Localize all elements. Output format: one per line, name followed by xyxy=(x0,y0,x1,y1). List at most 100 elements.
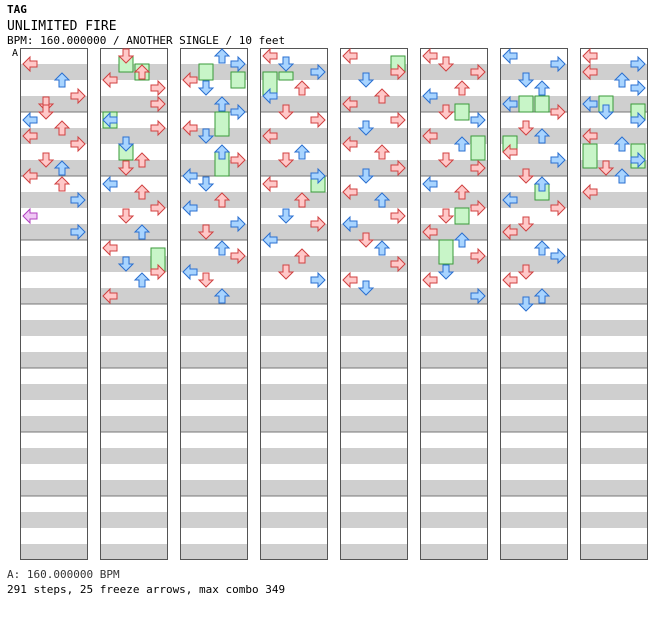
beat-stripe xyxy=(260,192,328,208)
chart-meta: BPM: 160.000000 / ANOTHER SINGLE / 10 fe… xyxy=(7,34,286,47)
beat-stripe xyxy=(500,256,568,272)
step-arrow-right xyxy=(550,103,566,121)
step-arrow-down xyxy=(197,80,215,96)
beat-stripe xyxy=(180,512,248,528)
beat-stripe xyxy=(100,96,168,112)
step-arrow-down xyxy=(517,296,535,312)
step-arrow-left xyxy=(102,111,118,129)
step-arrow-down xyxy=(357,280,375,296)
step-arrow-right xyxy=(230,103,246,121)
beat-stripe xyxy=(500,96,568,112)
step-arrow-left xyxy=(262,127,278,145)
beat-stripe xyxy=(500,480,568,496)
step-arrow-up xyxy=(213,144,231,160)
freeze-arrow xyxy=(278,71,294,81)
beat-stripe xyxy=(20,352,88,368)
step-arrow-down xyxy=(197,176,215,192)
freeze-arrow xyxy=(198,63,214,81)
beat-stripe xyxy=(100,128,168,144)
step-arrow-left xyxy=(582,183,598,201)
step-arrow-up xyxy=(373,192,391,208)
freeze-arrow xyxy=(438,239,454,265)
step-arrow-down xyxy=(277,264,295,280)
beat-stripe xyxy=(500,192,568,208)
step-arrow-left xyxy=(182,71,198,89)
step-arrow-left xyxy=(582,47,598,65)
step-arrow-right xyxy=(470,63,486,81)
step-arrow-down xyxy=(517,72,535,88)
beat-stripe xyxy=(20,448,88,464)
step-arrow-up xyxy=(133,64,151,80)
step-arrow-up xyxy=(213,288,231,304)
step-arrow-right xyxy=(390,63,406,81)
beat-stripe xyxy=(180,288,248,304)
step-arrow-down xyxy=(357,120,375,136)
column-border xyxy=(180,48,248,560)
step-arrow-right xyxy=(70,223,86,241)
beat-stripe xyxy=(260,480,328,496)
step-arrow-up xyxy=(453,80,471,96)
step-arrow-down xyxy=(117,48,135,64)
step-arrow-right xyxy=(390,207,406,225)
step-arrow-down xyxy=(277,56,295,72)
step-arrow-down xyxy=(517,120,535,136)
step-arrow-up xyxy=(133,224,151,240)
step-arrow-right xyxy=(230,215,246,233)
step-arrow-right xyxy=(550,199,566,217)
step-arrow-down xyxy=(357,168,375,184)
beat-stripe xyxy=(20,160,88,176)
column-border xyxy=(340,48,408,560)
step-arrow-left xyxy=(422,271,438,289)
beat-stripe xyxy=(20,256,88,272)
beat-stripe xyxy=(420,256,488,272)
step-arrow-left xyxy=(582,63,598,81)
step-arrow-right xyxy=(550,55,566,73)
beat-stripe xyxy=(500,352,568,368)
step-arrow-left xyxy=(182,167,198,185)
beat-stripe xyxy=(20,64,88,80)
beat-stripe xyxy=(180,320,248,336)
step-arrow-left xyxy=(342,95,358,113)
beat-stripe xyxy=(420,192,488,208)
beat-stripe xyxy=(340,544,408,560)
beat-stripe xyxy=(20,384,88,400)
beat-stripe xyxy=(500,512,568,528)
step-arrow-left xyxy=(182,199,198,217)
beat-stripe xyxy=(100,480,168,496)
chart-column-2 xyxy=(100,48,168,560)
step-arrow-down xyxy=(517,264,535,280)
step-arrow-left xyxy=(342,47,358,65)
step-arrow-down xyxy=(437,104,455,120)
step-arrow-left xyxy=(502,191,518,209)
beat-stripe xyxy=(180,416,248,432)
beat-stripe xyxy=(580,192,648,208)
chart-column-7 xyxy=(500,48,568,560)
step-arrow-right xyxy=(70,135,86,153)
step-arrow-up xyxy=(133,272,151,288)
beat-stripe xyxy=(420,320,488,336)
beat-stripe xyxy=(340,480,408,496)
step-arrow-left xyxy=(22,167,38,185)
step-arrow-down xyxy=(437,56,455,72)
step-arrow-up xyxy=(533,80,551,96)
beat-stripe xyxy=(580,416,648,432)
freeze-arrow xyxy=(470,135,486,161)
beat-stripe xyxy=(20,544,88,560)
beat-stripe xyxy=(580,224,648,240)
step-arrow-left xyxy=(502,271,518,289)
step-arrow-up xyxy=(373,88,391,104)
bpm-info: A: 160.000000 BPM xyxy=(7,568,120,581)
beat-stripe xyxy=(580,288,648,304)
step-arrow-down xyxy=(37,152,55,168)
step-arrow-right xyxy=(630,111,646,129)
beat-stripe xyxy=(100,352,168,368)
step-arrow-up xyxy=(613,72,631,88)
step-arrow-right xyxy=(310,111,326,129)
beat-stripe xyxy=(420,64,488,80)
step-arrow-left xyxy=(182,119,198,137)
step-arrow-right xyxy=(630,79,646,97)
step-arrow-down xyxy=(437,152,455,168)
step-arrow-left xyxy=(582,127,598,145)
step-arrow-left xyxy=(582,95,598,113)
